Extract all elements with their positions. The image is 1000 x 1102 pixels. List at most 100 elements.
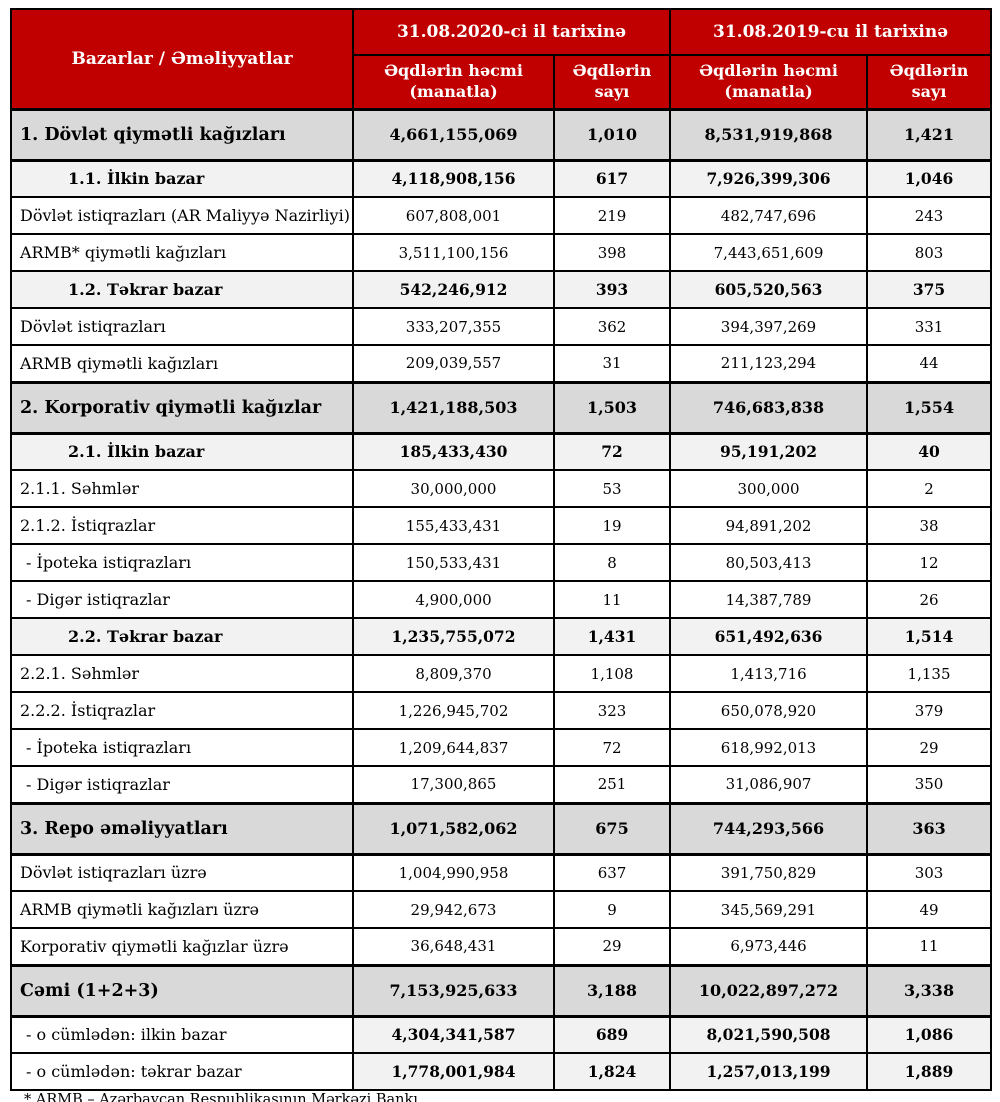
count-2020-cell: 689 xyxy=(552,1015,672,1054)
volume-2019-cell: 80,503,413 xyxy=(669,543,869,582)
volume-2019-cell: 605,520,563 xyxy=(669,270,869,309)
count-2019-cell: 1,889 xyxy=(866,1052,993,1091)
volume-2020-cell: 4,661,155,069 xyxy=(352,107,555,162)
row-label-cell: ARMB qiymətli kağızları xyxy=(10,344,354,383)
count-2020-cell: 29 xyxy=(552,927,672,966)
count-2019-cell: 363 xyxy=(866,801,993,856)
volume-2019-cell: 345,569,291 xyxy=(669,890,869,929)
row-label-cell: Korporativ qiymətli kağızlar üzrə xyxy=(10,927,354,966)
count-2020-cell: 251 xyxy=(552,765,672,804)
volume-2020-cell: 209,039,557 xyxy=(352,344,555,383)
volume-2020-cell: 1,004,990,958 xyxy=(352,853,555,892)
header-sub-row: Əqdlərin həcmi (manatla) Əqdlərin sayı Ə… xyxy=(11,54,993,110)
table-row: - Digər istiqrazlar 17,300,865 251 31,086,9… xyxy=(10,765,993,804)
count-2019-cell: 26 xyxy=(866,580,993,619)
count-2019-cell: 1,554 xyxy=(866,380,993,435)
count-2020-cell: 637 xyxy=(552,853,672,892)
row-label-cell: Dövlət istiqrazları üzrə xyxy=(10,853,354,892)
count-2019-cell: 11 xyxy=(866,927,993,966)
row-label-cell: 2.2.2. İstiqrazlar xyxy=(10,691,354,730)
count-2020-cell: 362 xyxy=(552,307,672,346)
volume-2019-cell: 651,492,636 xyxy=(669,617,869,656)
table-row: Korporativ qiymətli kağızlar üzrə 36,648,… xyxy=(10,927,993,966)
count-2019-cell: 44 xyxy=(866,344,993,383)
column-group-2020: 31.08.2020-ci il tarixinə xyxy=(351,8,672,56)
volume-2019-cell: 1,413,716 xyxy=(669,654,869,693)
row-label-cell: 2. Korporativ qiymətli kağızlar xyxy=(10,380,354,435)
column-header-markets-operations: Bazarlar / Əməliyyatlar xyxy=(10,8,354,110)
volume-2019-cell: 300,000 xyxy=(669,469,869,508)
table-row: Dövlət istiqrazları 333,207,355 362 394,397… xyxy=(10,307,993,346)
volume-2020-cell: 17,300,865 xyxy=(352,765,555,804)
column-group-2019: 31.08.2019-cu il tarixinə xyxy=(669,8,993,56)
volume-2019-cell: 8,021,590,508 xyxy=(669,1015,869,1054)
count-2020-cell: 19 xyxy=(552,506,672,545)
table-body: 1. Dövlət qiymətli kağızları 4,661,155,06… xyxy=(10,107,993,1091)
row-label-cell: 2.1.1. Səhmlər xyxy=(10,469,354,508)
table-row: Dövlət istiqrazları (AR Maliyyə Nazirliy… xyxy=(10,196,993,235)
count-2020-cell: 72 xyxy=(552,728,672,767)
count-2019-cell: 350 xyxy=(866,765,993,804)
row-label-cell: Dövlət istiqrazları (AR Maliyyə Nazirliy… xyxy=(10,196,354,235)
table-row: 1. Dövlət qiymətli kağızları 4,661,155,06… xyxy=(10,107,993,162)
volume-2020-cell: 4,900,000 xyxy=(352,580,555,619)
table-row: 2.2.1. Səhmlər 8,809,370 1,108 1,413,716 1,1… xyxy=(10,654,993,693)
count-2020-cell: 8 xyxy=(552,543,672,582)
row-label-cell: 2.2. Təkrar bazar xyxy=(10,617,354,656)
row-label-cell: 1.1. İlkin bazar xyxy=(10,159,354,198)
volume-2019-cell: 6,973,446 xyxy=(669,927,869,966)
volume-2019-cell: 7,443,651,609 xyxy=(669,233,869,272)
row-label-cell: - o cümlədən: təkrar bazar xyxy=(10,1052,354,1091)
table-row: 2.1.1. Səhmlər 30,000,000 53 300,000 2 xyxy=(10,469,993,508)
volume-2020-cell: 1,778,001,984 xyxy=(352,1052,555,1091)
volume-2019-cell: 14,387,789 xyxy=(669,580,869,619)
table-row: - İpoteka istiqrazları 150,533,431 8 80,503… xyxy=(10,543,993,582)
count-2020-cell: 1,503 xyxy=(552,380,672,435)
volume-2019-cell: 650,078,920 xyxy=(669,691,869,730)
count-2019-cell: 40 xyxy=(866,432,993,471)
count-2020-cell: 617 xyxy=(552,159,672,198)
volume-2020-cell: 1,421,188,503 xyxy=(352,380,555,435)
row-label-cell: 3. Repo əməliyyatları xyxy=(10,801,354,856)
count-2019-cell: 1,421 xyxy=(866,107,993,162)
volume-2020-cell: 29,942,673 xyxy=(352,890,555,929)
count-2020-cell: 675 xyxy=(552,801,672,856)
table-row: - Digər istiqrazlar 4,900,000 11 14,387,789… xyxy=(10,580,993,619)
row-label-cell: 1.2. Təkrar bazar xyxy=(10,270,354,309)
volume-2020-cell: 155,433,431 xyxy=(352,506,555,545)
count-2020-cell: 1,431 xyxy=(552,617,672,656)
table-row: 2.2. Təkrar bazar 1,235,755,072 1,431 651,4… xyxy=(10,617,993,656)
count-2020-cell: 11 xyxy=(552,580,672,619)
count-2020-cell: 219 xyxy=(552,196,672,235)
count-2019-cell: 1,135 xyxy=(866,654,993,693)
count-2019-cell: 1,514 xyxy=(866,617,993,656)
row-label-cell: 1. Dövlət qiymətli kağızları xyxy=(10,107,354,162)
header-group-row: Bazarlar / Əməliyyatlar 31.08.2020-ci il… xyxy=(10,8,993,110)
volume-2020-cell: 36,648,431 xyxy=(352,927,555,966)
table-row: - o cümlədən: ilkin bazar 4,304,341,587 68… xyxy=(10,1015,993,1054)
table-row: 2.2.2. İstiqrazlar 1,226,945,702 323 650,07… xyxy=(10,691,993,730)
count-2019-cell: 375 xyxy=(866,270,993,309)
row-label-cell: - o cümlədən: ilkin bazar xyxy=(10,1015,354,1054)
row-label-cell: ARMB qiymətli kağızları üzrə xyxy=(10,890,354,929)
table-row: ARMB qiymətli kağızları 209,039,557 31 211,… xyxy=(10,344,993,383)
table-row: ARMB* qiymətli kağızları 3,511,100,156 398… xyxy=(10,233,993,272)
volume-2019-cell: 10,022,897,272 xyxy=(669,963,869,1018)
count-2019-cell: 29 xyxy=(866,728,993,767)
volume-2020-cell: 607,808,001 xyxy=(352,196,555,235)
count-2019-cell: 3,338 xyxy=(866,963,993,1018)
volume-2020-cell: 4,304,341,587 xyxy=(352,1015,555,1054)
volume-2019-cell: 1,257,013,199 xyxy=(669,1052,869,1091)
volume-2019-cell: 211,123,294 xyxy=(669,344,869,383)
count-2020-cell: 398 xyxy=(552,233,672,272)
volume-2019-cell: 744,293,566 xyxy=(669,801,869,856)
table-row: 2.1. İlkin bazar 185,433,430 72 95,191,202 4… xyxy=(10,432,993,471)
volume-2020-cell: 1,209,644,837 xyxy=(352,728,555,767)
volume-2019-cell: 391,750,829 xyxy=(669,853,869,892)
count-2020-cell: 1,108 xyxy=(552,654,672,693)
volume-2020-cell: 4,118,908,156 xyxy=(352,159,555,198)
count-2020-cell: 1,824 xyxy=(552,1052,672,1091)
count-2019-cell: 1,086 xyxy=(866,1015,993,1054)
volume-2019-cell: 95,191,202 xyxy=(669,432,869,471)
